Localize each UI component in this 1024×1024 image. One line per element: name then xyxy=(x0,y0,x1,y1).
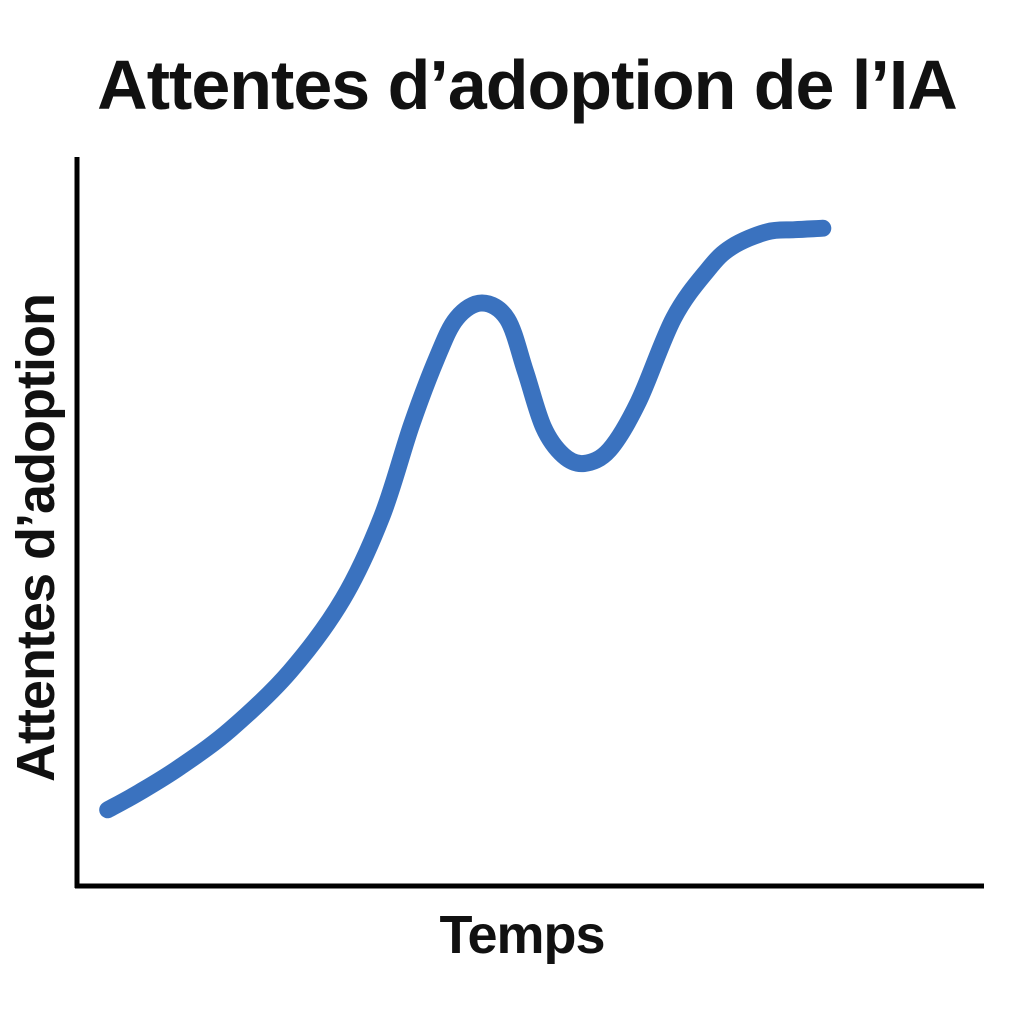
y-axis-label: Attentes d’adoption xyxy=(6,294,66,782)
series-line-0 xyxy=(99,219,832,819)
x-axis-label: Temps xyxy=(439,905,605,965)
series-layer xyxy=(99,219,832,819)
chart-title: Attentes d’adoption de l’IA xyxy=(97,46,958,124)
